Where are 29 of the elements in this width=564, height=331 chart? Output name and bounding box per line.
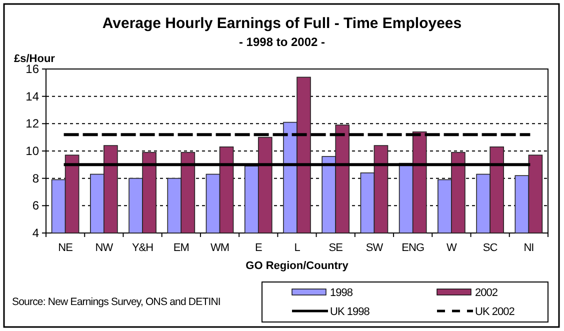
x-tick-label: SW xyxy=(366,242,384,254)
x-tick-label: NI xyxy=(524,242,534,254)
y-tick-label: 10 xyxy=(26,144,40,158)
x-axis-title: GO Region/Country xyxy=(246,260,350,272)
x-tick-label: NE xyxy=(58,242,73,254)
legend-label: 1998 xyxy=(330,287,353,299)
x-tick-label: W xyxy=(446,242,458,254)
x-tick-label: SE xyxy=(328,242,343,254)
y-tick-label: 8 xyxy=(32,171,40,186)
x-tick-label: E xyxy=(254,242,262,254)
legend-label: 2002 xyxy=(475,287,498,299)
y-tick-label: 4 xyxy=(32,226,40,240)
chart-title: Average Hourly Earnings of Full - Time Employees xyxy=(102,15,462,32)
y-tick-label: 6 xyxy=(32,198,40,213)
y-tick-label: 12 xyxy=(26,116,40,131)
y-tick-label: 14 xyxy=(26,89,40,104)
y-axis-title: £s/Hour xyxy=(14,53,56,65)
y-tick-label: 16 xyxy=(26,62,40,76)
chart-subtitle: - 1998 to 2002 - xyxy=(238,35,326,49)
x-tick-label: WM xyxy=(210,242,230,254)
legend-label: UK 2002 xyxy=(475,306,515,318)
source-note: Source: New Earnings Survey, ONS and DETINI xyxy=(12,296,220,308)
x-tick-label: NW xyxy=(95,242,114,254)
x-tick-label: Y&H xyxy=(132,242,154,254)
legend-label: UK 1998 xyxy=(330,306,370,318)
x-tick-label: L xyxy=(294,242,300,254)
x-tick-label: SC xyxy=(482,242,498,254)
x-tick-label: EM xyxy=(173,242,190,254)
x-tick-label: ENG xyxy=(402,242,424,254)
